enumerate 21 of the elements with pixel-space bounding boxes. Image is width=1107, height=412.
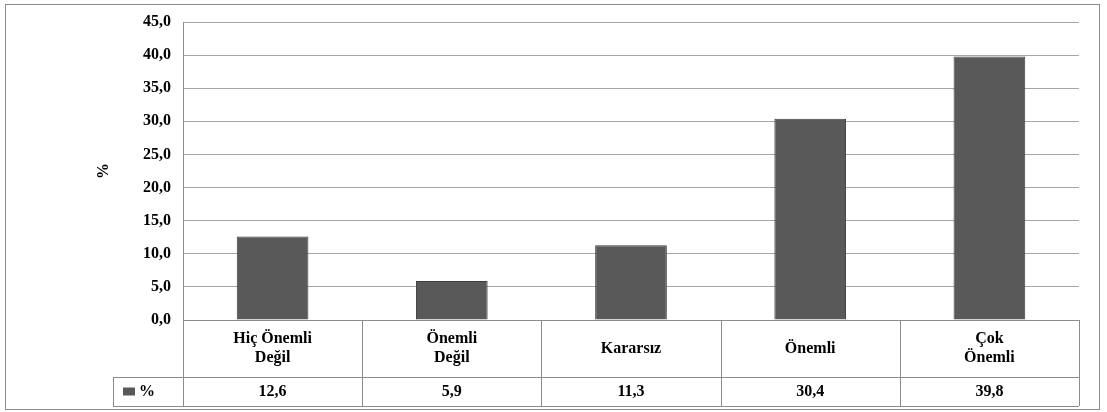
data-label: 11,3 [617,381,645,399]
y-tick-label: 0,0 [151,310,171,328]
y-tick-label: 40,0 [143,45,171,63]
y-tick-label: 35,0 [143,78,171,96]
y-tick-label: 5,0 [151,277,171,295]
data-label: 12,6 [258,381,287,399]
x-tick-label: Hiç Önemli Değil [233,329,313,367]
x-tick-label: Çok Önemli [964,329,1016,366]
x-tick-label: Önemli [784,338,837,356]
y-tick-label: 10,0 [143,243,171,261]
y-tick-label: 20,0 [143,177,171,195]
y-axis-title: % [93,163,111,179]
data-label: 30,4 [796,381,825,399]
y-tick-label: 25,0 [143,144,171,162]
x-tick-label: Kararsız [600,338,662,356]
y-tick-label: 30,0 [143,111,171,129]
data-label: 39,8 [975,381,1004,399]
y-tick-label: 15,0 [143,210,171,228]
x-tick-label: Önemli Değil [426,329,478,367]
y-tick-label: 45,0 [143,12,171,30]
data-label: 5,9 [441,381,462,399]
